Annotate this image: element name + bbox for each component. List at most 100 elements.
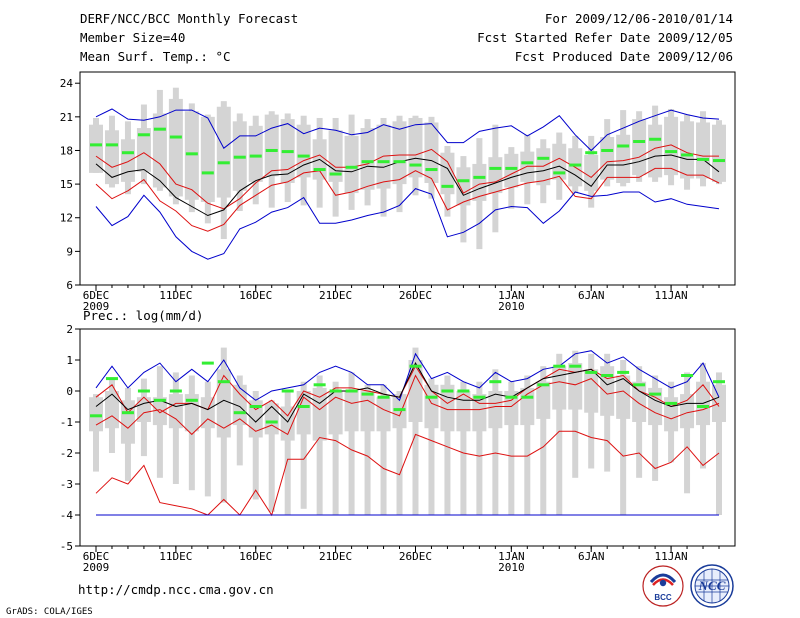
precipitation-box [120,400,135,444]
temperature-box [664,116,679,176]
precipitation-xtick-label: 26DEC [399,550,432,563]
precipitation-box [344,391,359,432]
precipitation-box [168,394,183,429]
precipitation-observed-marker [633,383,646,387]
precipitation-whisker [652,375,659,481]
precipitation-whisker [364,384,371,515]
temperature-box [89,124,103,173]
precipitation-observed-marker [105,377,118,381]
temperature-box [504,153,519,188]
temperature-box [120,139,135,182]
precipitation-whisker [572,350,579,478]
temperature-observed-marker [713,159,725,163]
precipitation-xtick-label: 11JAN [655,550,688,563]
precipitation-whisker [444,375,451,515]
temperature-observed-marker [105,143,118,147]
precipitation-mean-line [95,362,720,423]
precipitation-frame [79,328,736,547]
precipitation-whisker [476,381,483,515]
precipitation-observed-marker [90,414,102,418]
precipitation-whisker [716,372,722,515]
precipitation-whisker [332,381,339,515]
precipitation-observed-marker [313,383,326,387]
temperature-box [472,163,487,201]
precipitation-whisker [188,375,195,491]
temperature-observed-marker [617,144,630,148]
precipitation-observed-marker [345,389,358,393]
temperature-observed-marker [377,160,390,164]
temperature-ytick-label: 6 [66,279,73,292]
temperature-ytick-label: 18 [60,144,73,157]
precipitation-box [264,403,279,435]
bcc-logo: BCC [642,565,684,607]
temperature-observed-marker [553,171,566,175]
precipitation-box [296,391,311,435]
precipitation-observed-marker [169,389,182,393]
precipitation-box [520,387,535,426]
temperature-box [712,124,726,182]
precipitation-whisker [252,391,259,500]
precipitation-whisker [300,381,307,509]
temperature-xtick-label: 6DEC [83,289,110,302]
precipitation-observed-marker [425,395,438,399]
temperature-observed-marker [441,184,454,188]
precipitation-box [440,384,455,432]
precipitation-box [600,366,615,416]
temperature-observed-marker [137,133,150,137]
temperature-observed-marker [569,163,582,167]
precipitation-whisker [268,400,275,512]
precipitation-observed-marker [457,389,470,393]
source-url[interactable]: http://cmdp.ncc.cma.gov.cn [78,582,274,597]
precipitation-xtick-year: 2009 [83,561,110,574]
temperature-box [424,122,439,183]
temperature-box [152,113,167,188]
precipitation-whisker [348,372,355,515]
precipitation-observed-marker [617,370,630,374]
precipitation-whisker [524,375,531,515]
temperature-box [136,128,151,172]
temperature-observed-marker [90,143,102,147]
precipitation-whisker [204,381,211,497]
header-member-size: Member Size=40 [80,30,185,45]
precipitation-observed-marker [489,380,502,384]
temperature-box [408,117,423,178]
precipitation-ytick-label: -4 [60,509,74,522]
temperature-box [360,128,375,190]
temperature-observed-marker [233,155,246,159]
temperature-observed-marker [505,166,518,170]
temperature-observed-marker [265,148,278,152]
precipitation-box [616,375,631,419]
precip-panel-title: Prec.: log(mm/d) [83,308,203,323]
temperature-xtick-label: 6JAN [578,289,605,302]
temperature-observed-marker [121,151,134,155]
precipitation-whisker [284,391,291,515]
temperature-box [184,111,199,200]
precipitation-observed-marker [329,389,342,393]
precipitation-box [392,394,407,429]
temperature-observed-marker [393,160,406,164]
precipitation-box [152,397,167,426]
precipitation-whisker [93,394,99,472]
temperature-observed-marker [169,135,182,139]
temperature-box [600,137,615,180]
temperature-ytick-label: 21 [60,111,73,124]
temperature-box [616,134,631,183]
temperature-observed-marker [201,171,214,175]
precipitation-box [328,391,343,435]
temperature-observed-marker [217,161,230,165]
temperature-mean-line [95,154,720,217]
precipitation-observed-marker [153,398,166,402]
temperature-observed-marker [185,152,198,156]
header-variable: Mean Surf. Temp.: °C [80,49,231,64]
precipitation-observed-marker [201,361,214,365]
precipitation-box [552,366,567,410]
precipitation-ytick-label: -5 [60,540,73,553]
precipitation-max-line [95,350,720,402]
temperature-observed-marker [425,168,438,172]
precipitation-whisker [684,372,691,494]
temperature-xtick-label: 1JAN [498,289,525,302]
temperature-lower-quantile-line [95,167,720,232]
temperature-ytick-label: 15 [60,178,73,191]
